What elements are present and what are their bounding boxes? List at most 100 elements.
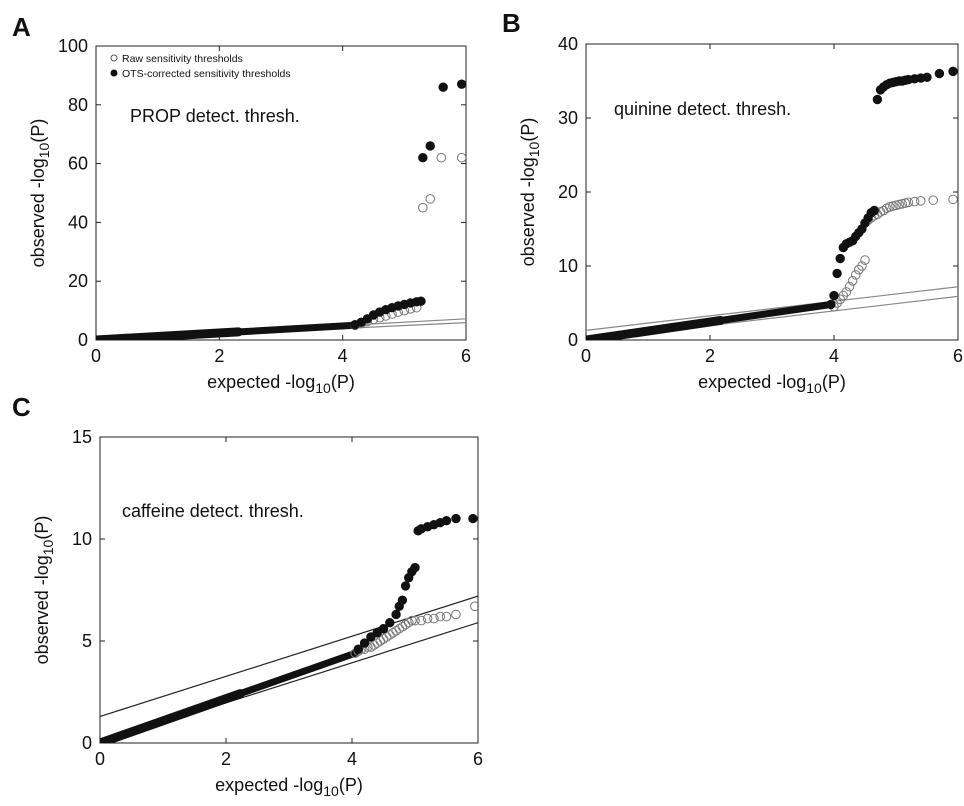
panel-a-xlabel-part-a: expected -log [207,372,315,392]
panel-b-raw-point-10 [860,255,870,265]
panel-c-plot-area [100,513,478,743]
panel-b-ylabel-part-b: (P) [518,118,538,142]
panel-a-ytick-label-0: 0 [78,330,88,350]
panel-b-raw-point-28 [948,194,958,205]
panel-a-legend-marker-1 [110,69,118,77]
panel-c-xlabel-part-b: (P) [339,775,363,795]
panel-a-ytick-label-1: 20 [68,271,88,291]
panel-b-ots-point-0 [826,299,836,310]
panel-c-raw-point-20 [416,615,427,626]
panel-b-xtick-label-0: 0 [581,346,591,366]
panel-a-ots-point-15 [456,79,466,89]
panel-a-ylabel-part-b: (P) [28,119,48,143]
panel-b-xlabel-subscript: 10 [806,380,822,396]
panel-b-ots-point-29 [934,68,945,79]
panel-a-xlabel: expected -log10(P) [207,372,355,396]
panel-c-ylabel-subscript: 10 [40,539,56,555]
panel-a-xlabel-part-b: (P) [331,372,355,392]
panel-c-axes-frame [99,436,479,744]
panel-a-ots-point-12 [418,153,428,163]
panel-a-plot-area [96,79,466,340]
panel-c-raw-point-24 [441,611,452,622]
panel-c-ylabel-part-b: (P) [32,516,52,540]
panel-c-xlabel: expected -log10(P) [215,775,363,799]
panel-b-raw-point-25 [909,196,920,207]
panel-b-xtick-label-3: 6 [953,346,963,366]
panel-a-ytick-label-3: 60 [68,154,88,174]
panel-b-ots-point-14 [869,205,880,216]
panel-a-xtick-label-2: 4 [338,346,348,366]
panel-c-ytick-label-0: 0 [82,733,92,753]
panel-a-ylabel-part-a: observed -log [28,158,48,267]
panel-a-axes-frame [95,45,467,341]
panel-c-ots-point-4 [378,624,389,634]
panel-a-xlabel-subscript: 10 [315,380,331,396]
panel-b-ots-point-28 [922,72,932,83]
panel-b-annotation: quinine detect. thresh. [614,99,791,119]
panel-c-xtick-label-1: 2 [221,749,231,769]
panel-c-ots-point-1 [359,638,370,648]
panel-b-raw-point-24 [903,197,914,208]
panel-c-ots-point-8 [397,595,408,605]
panel-a-ots-point-11 [416,296,426,306]
panel-c-xtick-label-3: 6 [473,749,483,769]
panel-b-dense-band-low [586,315,726,340]
panel-b-ots-point-1 [829,290,839,301]
panel-a-xtick-label-3: 6 [461,346,471,366]
panel-c-raw-point-18 [407,615,417,626]
panel-b-raw-point-9 [857,261,867,271]
panel-a-annotation: PROP detect. thresh. [130,106,300,126]
panel-b-ytick-label-4: 40 [558,34,578,54]
panel-b-raw-point-4 [841,287,852,297]
panel-b-raw-point-27 [928,195,939,205]
panel-b-xtick-label-1: 2 [705,346,715,366]
panel-c-raw-point-23 [435,611,446,622]
panel-a-xtick-label-0: 0 [91,346,101,366]
panel-b-xlabel: expected -log10(P) [698,372,846,396]
panel-b-ci-line-0 [586,286,958,331]
panel-c-ots-point-19 [451,513,461,524]
panel-a-raw-point-14 [456,152,466,163]
panel-b-ytick-label-1: 10 [558,256,578,276]
panel-b-raw-point-26 [916,196,926,206]
panel-c-raw-point-22 [429,613,439,624]
panel-c-ots-point-0 [353,644,364,654]
panel-c-ylabel-part-a: observed -log [32,555,52,664]
panel-b-ytick-label-2: 20 [558,182,578,202]
panel-a-ytick-label-2: 40 [68,212,88,232]
panel-c-xtick-label-0: 0 [95,749,105,769]
panel-label-a: A [12,12,31,42]
panel-c-raw-point-17 [403,617,414,628]
panel-label-c: C [12,392,31,422]
panel-c-raw-point-26 [470,601,478,612]
panel-c-raw-point-25 [451,609,461,620]
panel-b-ots-point-30 [948,66,958,77]
panel-c-ytick-label-3: 15 [72,427,92,447]
panel-a-raw-point-12 [425,194,436,204]
panel-a-ylabel: observed -log10(P) [28,119,52,268]
panel-label-b: B [502,8,521,38]
panel-b-ytick-label-3: 30 [558,108,578,128]
panel-a-legend-marker-0 [110,54,118,62]
panel-a-ytick-label-4: 80 [68,95,88,115]
panel-c-ots-point-6 [391,609,401,620]
panel-b-ytick-label-0: 0 [568,330,578,350]
panel-a-xtick-label-1: 2 [214,346,224,366]
panel-c-ots-point-12 [410,562,420,573]
panel-b-plot-area [586,66,958,340]
panel-a-legend-label-0: Raw sensitivity thresholds [122,53,243,65]
panel-a-raw-point-13 [436,152,447,163]
panel-b-ots-point-15 [872,94,883,105]
panel-c-ytick-label-1: 5 [82,631,92,651]
panel-c-ots-point-18 [441,515,452,526]
panel-a-dense-band-low [96,327,243,340]
panel-c-raw-point-19 [410,615,420,626]
panel-a-ylabel-subscript: 10 [36,142,52,158]
panel-b-raw-point-5 [844,281,855,292]
panel-b-xlabel-part-b: (P) [822,372,846,392]
panel-b-ylabel-part-a: observed -log [518,157,538,266]
